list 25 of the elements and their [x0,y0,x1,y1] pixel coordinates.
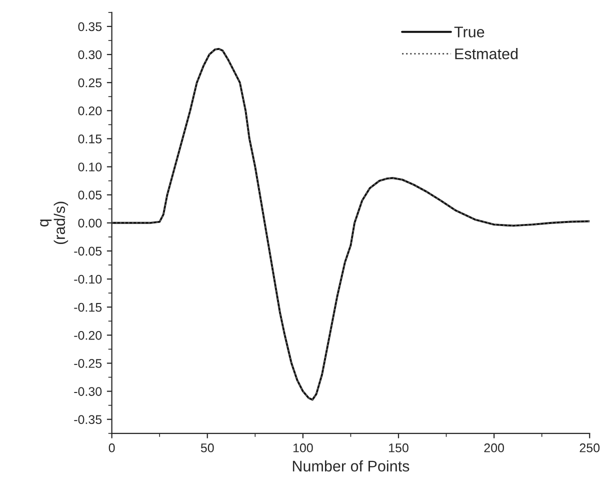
y-tick-label: 0.30 [78,50,102,60]
y-tick-label: -0.10 [74,274,102,284]
y-tick-label: -0.35 [74,415,102,424]
y-axis-title: q (rad/s) [40,202,68,244]
y-tick-label: -0.20 [74,330,102,340]
x-tick-label: 250 [580,443,600,452]
x-axis-title: Number of Points [292,460,410,472]
y-tick-label: -0.05 [74,246,102,256]
y-tick-label: 0.00 [78,218,102,228]
y-tick-label: 0.10 [78,162,102,172]
y-tick-label: 0.35 [78,22,102,32]
x-tick-label: 200 [484,443,504,452]
y-tick-label: 0.20 [78,106,102,116]
x-tick-label: 150 [389,443,408,452]
y-tick-label: -0.25 [74,359,102,368]
x-tick-label: 0 [108,443,115,452]
y-tick-label: -0.30 [74,387,102,396]
y-tick-label: 0.15 [78,134,102,144]
legend-label: Estmated [455,48,518,60]
y-tick-label: -0.15 [74,302,102,312]
y-tick-label: 0.25 [78,78,102,88]
x-tick-label: 50 [200,443,214,452]
legend-label: True [454,26,484,38]
x-tick-label: 100 [293,443,313,452]
y-tick-label: 0.05 [78,190,102,200]
